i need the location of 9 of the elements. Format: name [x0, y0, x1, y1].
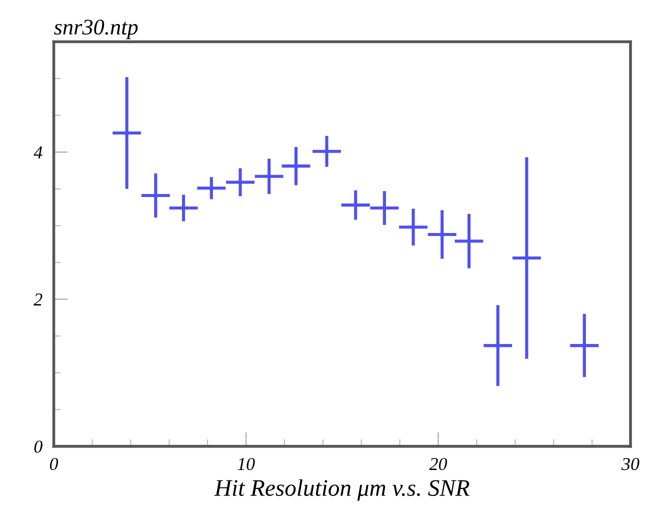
x-tick-label: 10 — [238, 458, 255, 470]
x-tick-label: 30 — [621, 458, 640, 470]
x-tick-label: 0 — [50, 458, 58, 470]
y-tick-label: 2 — [34, 294, 42, 306]
y-tick-label: 4 — [34, 146, 42, 158]
y-tick-label: 0 — [34, 440, 42, 453]
x-axis-title: Hit Resolution μm v.s. SNR — [214, 479, 470, 501]
x-tick-label: 20 — [429, 458, 448, 470]
chart-title: snr30.ntp — [54, 20, 138, 40]
